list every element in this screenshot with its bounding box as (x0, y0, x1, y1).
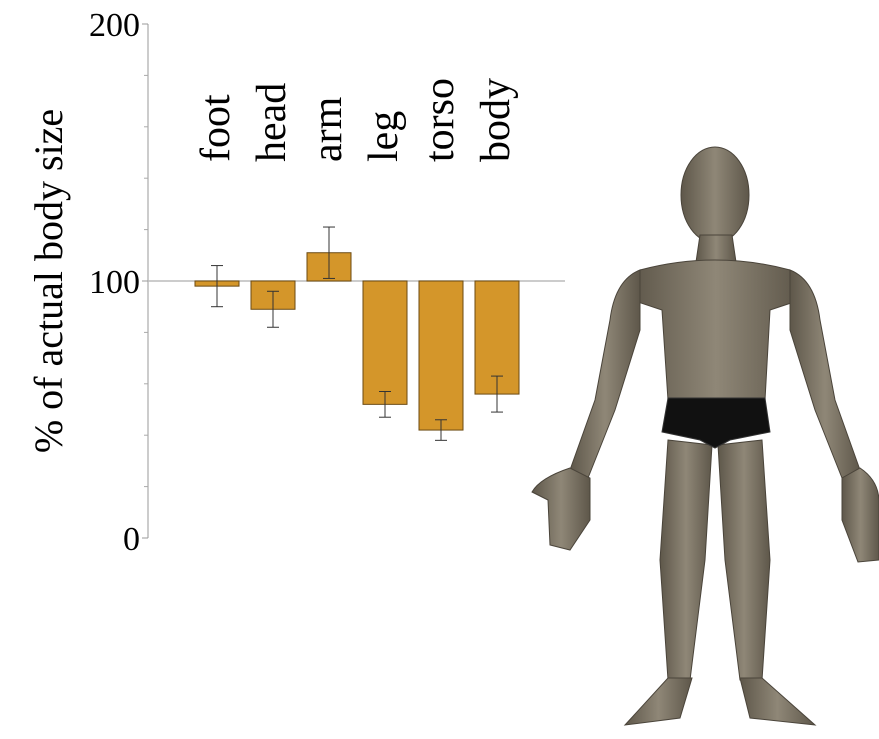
briefs (661, 397, 771, 449)
body-figure (531, 146, 879, 726)
category-label: arm (305, 96, 351, 162)
category-label: head (249, 83, 295, 162)
category-label: foot (193, 94, 239, 162)
y-axis-label: % of actual body size (26, 109, 71, 453)
bar (474, 280, 520, 395)
y-tick-label: 100 (89, 264, 140, 301)
category-label: leg (361, 111, 407, 162)
y-tick-label: 0 (123, 521, 140, 558)
bar (418, 280, 464, 431)
y-tick-label: 200 (89, 7, 140, 44)
category-label: torso (417, 78, 463, 162)
category-label: body (473, 78, 519, 162)
bar (362, 280, 408, 405)
